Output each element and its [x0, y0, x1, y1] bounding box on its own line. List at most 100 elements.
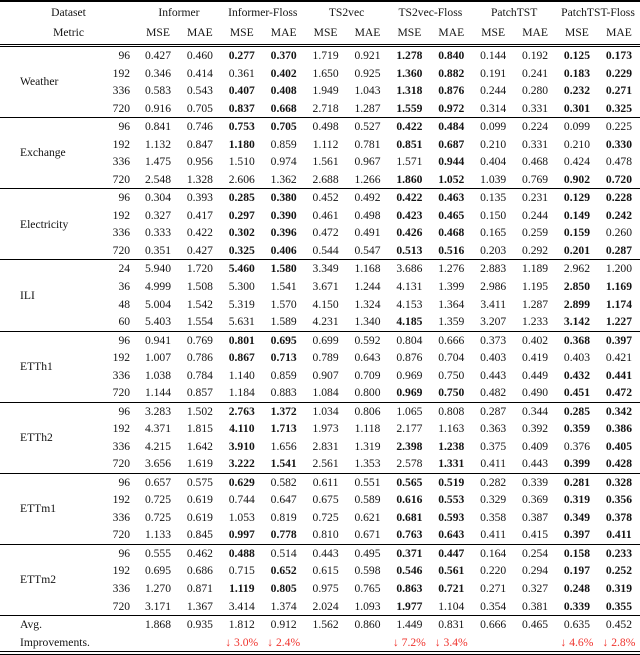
metric-value: 0.969 — [396, 368, 423, 382]
horizon-value: 336 — [112, 582, 131, 595]
metric-value: 3.207 — [480, 315, 507, 329]
metric-value: 1.510 — [228, 155, 255, 169]
metric-value: 0.941 — [137, 330, 179, 350]
metric-value: 0.944 — [438, 155, 465, 169]
dataset-label: ETTh1 — [0, 330, 100, 403]
metric-value: 0.801 — [220, 330, 263, 350]
horizon-value: 720 — [112, 172, 131, 186]
metric-value: 0.292 — [522, 243, 549, 257]
horizon-value: 192 — [112, 351, 131, 365]
metric-value: 0.863 — [396, 582, 423, 595]
metric-value: 3.411 — [480, 297, 506, 311]
metric-value: 0.593 — [438, 510, 465, 524]
metric-value: 0.709 — [354, 368, 381, 382]
metric-value: 1.007 — [144, 351, 172, 365]
metric-value: 0.449 — [522, 368, 549, 382]
metric-value: 2.850 — [563, 279, 590, 293]
metric-value: 0.441 — [605, 368, 632, 382]
metric-value: 0.281 — [556, 472, 598, 492]
metric-value: 0.652 — [270, 564, 297, 578]
metric-subheader: MSE — [556, 21, 598, 48]
metric-value: 5.631 — [228, 315, 255, 329]
metric-value: 0.159 — [563, 226, 590, 240]
metric-value: 0.359 — [563, 422, 590, 436]
horizon-value: 192 — [112, 208, 131, 222]
metric-value: 0.484 — [430, 117, 473, 136]
metric-value: 0.417 — [186, 208, 213, 222]
table-row: 336 1.270 0.871 1.119 0.805 0.975 0.765 0.863 0.… — [0, 580, 640, 598]
metric-value: 0.201 — [563, 243, 590, 257]
empty-cell — [514, 634, 556, 654]
metric-value: 0.287 — [605, 243, 632, 257]
metric-value: 1.589 — [270, 315, 297, 329]
header-dataset-label: Dataset — [51, 6, 86, 19]
metric-value: 0.972 — [438, 101, 465, 115]
metric-value: 0.857 — [186, 386, 213, 400]
improvement-percentage: ↓ 3.4% — [434, 635, 468, 649]
horizon-value: 720 — [112, 243, 131, 257]
metric-value: 0.460 — [178, 45, 221, 65]
metric-subheader: MSE — [472, 21, 515, 48]
table-row: 336 0.333 0.422 0.302 0.396 0.472 0.491 0.426 0.… — [0, 224, 640, 242]
metric-value: 0.387 — [522, 510, 549, 524]
metric-value: 0.902 — [563, 172, 590, 186]
average-value: 0.912 — [262, 615, 305, 634]
metric-value: 0.695 — [262, 330, 305, 350]
metric-value: 1.112 — [312, 137, 339, 151]
horizon-value: 720 — [112, 101, 131, 115]
improvement-percentage: ↓ 3.0% — [225, 635, 259, 649]
metric-value: 0.165 — [480, 226, 507, 240]
metric-value: 0.465 — [438, 208, 465, 222]
metric-value: 1.561 — [312, 155, 339, 169]
metric-value: 0.675 — [312, 493, 339, 507]
improvement-percentage: ↓ 2.4% — [267, 635, 301, 649]
metric-subheader: MSE — [220, 21, 263, 48]
metric-value: 0.358 — [480, 510, 507, 524]
metric-value: 0.314 — [480, 101, 507, 115]
metric-value: 1.174 — [605, 297, 632, 311]
metric-value: 0.619 — [186, 493, 213, 507]
metric-value: 1.163 — [438, 422, 465, 436]
metric-value: 2.688 — [312, 172, 339, 186]
metric-value: 0.203 — [480, 243, 507, 257]
metric-value: 0.164 — [472, 543, 515, 563]
metric-value: 1.719 — [304, 45, 347, 65]
metric-value: 0.721 — [438, 582, 465, 595]
metric-value: 1.973 — [312, 422, 339, 436]
metric-value: 0.254 — [514, 543, 557, 563]
empty-cell — [347, 634, 389, 654]
metric-value: 0.784 — [186, 368, 213, 382]
metric-value: 1.949 — [312, 84, 339, 98]
metric-value: 3.910 — [228, 439, 255, 453]
average-value: 0.860 — [346, 615, 389, 634]
metric-value: 0.405 — [605, 439, 632, 453]
horizon-value: 336 — [112, 226, 131, 240]
dataset-label: ETTm1 — [0, 472, 100, 545]
horizon-value: 192 — [112, 422, 131, 436]
method-group-header: Informer — [158, 6, 200, 19]
metric-value: 0.327 — [144, 208, 172, 222]
metric-value: 4.371 — [144, 422, 172, 436]
metric-value: 0.411 — [606, 528, 632, 542]
metric-value: 4.185 — [396, 315, 423, 329]
table-row: ETTh2 96 3.283 1.502 2.763 1.372 1.034 0.806 1.0… — [0, 401, 640, 474]
metric-value: 0.514 — [262, 543, 305, 563]
metric-value: 0.686 — [186, 564, 213, 578]
metric-value: 1.331 — [438, 457, 465, 471]
metric-value: 0.378 — [605, 510, 632, 524]
table-row: 192 0.725 0.619 0.744 0.647 0.675 0.589 0.616 0.… — [0, 491, 640, 509]
metric-value: 0.621 — [354, 510, 381, 524]
metric-value: 0.232 — [563, 84, 590, 98]
metric-value: 0.547 — [354, 243, 381, 257]
horizon-value: 96 — [99, 117, 138, 136]
average-value: 0.935 — [178, 615, 221, 634]
metric-value: 1.144 — [144, 386, 172, 400]
metric-value: 1.140 — [228, 368, 255, 382]
horizon-value: 36 — [118, 279, 131, 293]
metric-value: 5.004 — [144, 297, 172, 311]
metric-value: 0.380 — [262, 188, 305, 207]
metric-value: 1.324 — [354, 297, 381, 311]
metric-value: 0.282 — [472, 472, 515, 492]
metric-value: 0.183 — [563, 66, 590, 80]
horizon-value: 192 — [112, 137, 131, 151]
